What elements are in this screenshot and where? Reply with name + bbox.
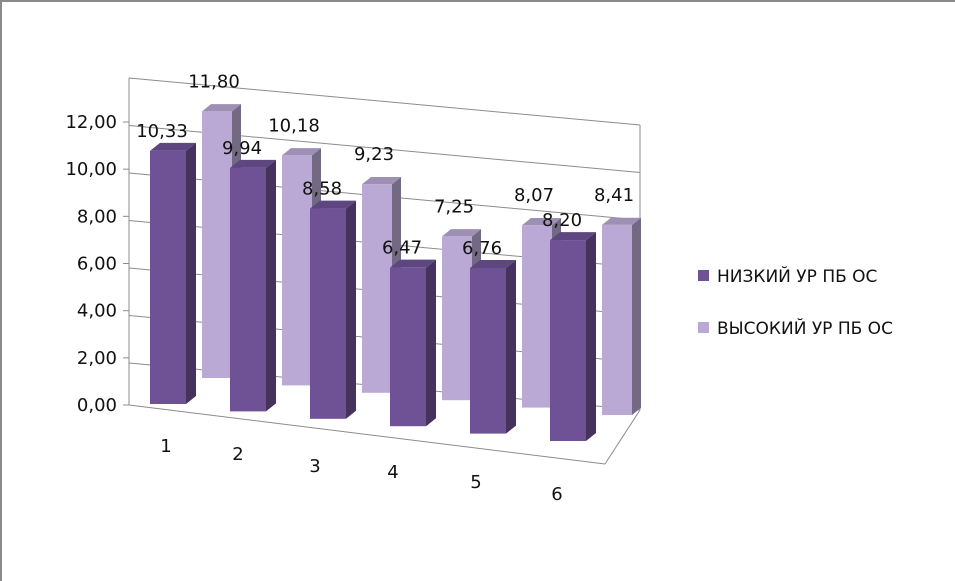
y-tick-label: 4,00 bbox=[77, 301, 117, 322]
bar-high-2-top bbox=[282, 148, 321, 156]
bar-low-2: 9,94 bbox=[222, 138, 276, 412]
bar-low-3-front bbox=[310, 208, 346, 419]
bar-low-1-side bbox=[186, 142, 196, 405]
bar-low-5-side bbox=[506, 259, 516, 434]
bar-low-4-front bbox=[390, 267, 426, 427]
data-label: 9,94 bbox=[222, 138, 262, 159]
legend: НИЗКИЙ УР ПБ ОС ВЫСОКИЙ УР ПБ ОС bbox=[698, 265, 893, 339]
data-label: 10,18 bbox=[268, 115, 320, 136]
bar-low-5-front bbox=[470, 267, 506, 434]
x-tick-labels: 1 2 3 4 5 6 bbox=[160, 436, 562, 505]
y-tick-label: 2,00 bbox=[77, 348, 117, 369]
y-tick-label: 0,00 bbox=[77, 395, 117, 416]
bar-high-1-top bbox=[202, 104, 241, 112]
bar-low-6: 8,20 bbox=[542, 210, 596, 441]
x-tick-label: 1 bbox=[160, 436, 171, 457]
y-tick-label: 10,00 bbox=[65, 159, 117, 180]
bar-high-6-top bbox=[602, 217, 641, 225]
bar-low-6-side bbox=[586, 232, 596, 441]
bar-high-6-front bbox=[602, 224, 632, 415]
bar-low-1-top bbox=[150, 142, 196, 151]
bar-low-3: 8,58 bbox=[302, 179, 356, 419]
legend-swatch bbox=[698, 322, 709, 333]
x-tick-label: 4 bbox=[387, 462, 398, 483]
floor-right-edge bbox=[604, 409, 641, 465]
bar-low-2-front bbox=[230, 167, 266, 412]
data-label: 8,41 bbox=[594, 185, 634, 206]
bar-high-5-top bbox=[522, 218, 561, 226]
bar-high-6-side bbox=[632, 217, 641, 415]
bar-high-3-front bbox=[362, 184, 392, 393]
data-label: 11,80 bbox=[188, 71, 240, 92]
data-label: 8,58 bbox=[302, 179, 342, 200]
x-tick-label: 2 bbox=[232, 444, 243, 465]
data-label: 8,20 bbox=[542, 210, 582, 231]
bar-low-4-top bbox=[390, 259, 436, 268]
bar-high-1-front bbox=[202, 111, 232, 378]
bar-low-4: 6,47 bbox=[382, 238, 436, 427]
y-tick-label: 6,00 bbox=[77, 254, 117, 275]
x-axis bbox=[128, 404, 606, 465]
bar-high-5-front bbox=[522, 225, 552, 408]
data-label: 7,25 bbox=[434, 196, 474, 217]
y-tick-label: 12,00 bbox=[65, 112, 117, 133]
bar-low-6-top bbox=[550, 232, 596, 241]
data-label: 9,23 bbox=[354, 144, 394, 165]
bar-high-3-top bbox=[362, 177, 401, 185]
y-tick-labels: 0,00 2,00 4,00 6,00 8,00 10,00 12,00 bbox=[65, 112, 129, 416]
bar-low-2-side bbox=[266, 159, 276, 412]
x-tick-label: 5 bbox=[470, 472, 481, 493]
bar-high-4-front bbox=[442, 236, 472, 401]
legend-swatch bbox=[698, 270, 709, 281]
bar-low-3-side bbox=[346, 200, 356, 419]
y-tick-label: 8,00 bbox=[77, 206, 117, 227]
bar-low-2-top bbox=[230, 159, 276, 168]
data-label: 6,76 bbox=[462, 238, 502, 259]
x-tick-label: 3 bbox=[309, 456, 320, 477]
bar-low-6-front bbox=[550, 240, 586, 441]
bars: 11,80 10,18 9,23 7,25 8,07 8,41 10,33 9,94 8,58 6… bbox=[136, 71, 641, 441]
bar-low-3-top bbox=[310, 200, 356, 209]
bar-low-1: 10,33 bbox=[136, 121, 196, 405]
bar-low-1-front bbox=[150, 150, 186, 404]
bar-high-4-top bbox=[442, 229, 481, 237]
x-tick-label: 6 bbox=[551, 484, 562, 505]
bar-low-5-top bbox=[470, 259, 516, 268]
gridline-back bbox=[128, 77, 641, 126]
data-label: 10,33 bbox=[136, 121, 188, 142]
bar-high-6: 8,41 bbox=[594, 185, 641, 415]
legend-label: НИЗКИЙ УР ПБ ОС bbox=[717, 265, 877, 287]
bar-low-4-side bbox=[426, 259, 436, 427]
data-label: 8,07 bbox=[514, 185, 554, 206]
bar-low-5: 6,76 bbox=[462, 238, 516, 434]
legend-label: ВЫСОКИЙ УР ПБ ОС bbox=[717, 317, 893, 339]
data-label: 6,47 bbox=[382, 238, 422, 259]
bar-high-2-front bbox=[282, 155, 312, 386]
